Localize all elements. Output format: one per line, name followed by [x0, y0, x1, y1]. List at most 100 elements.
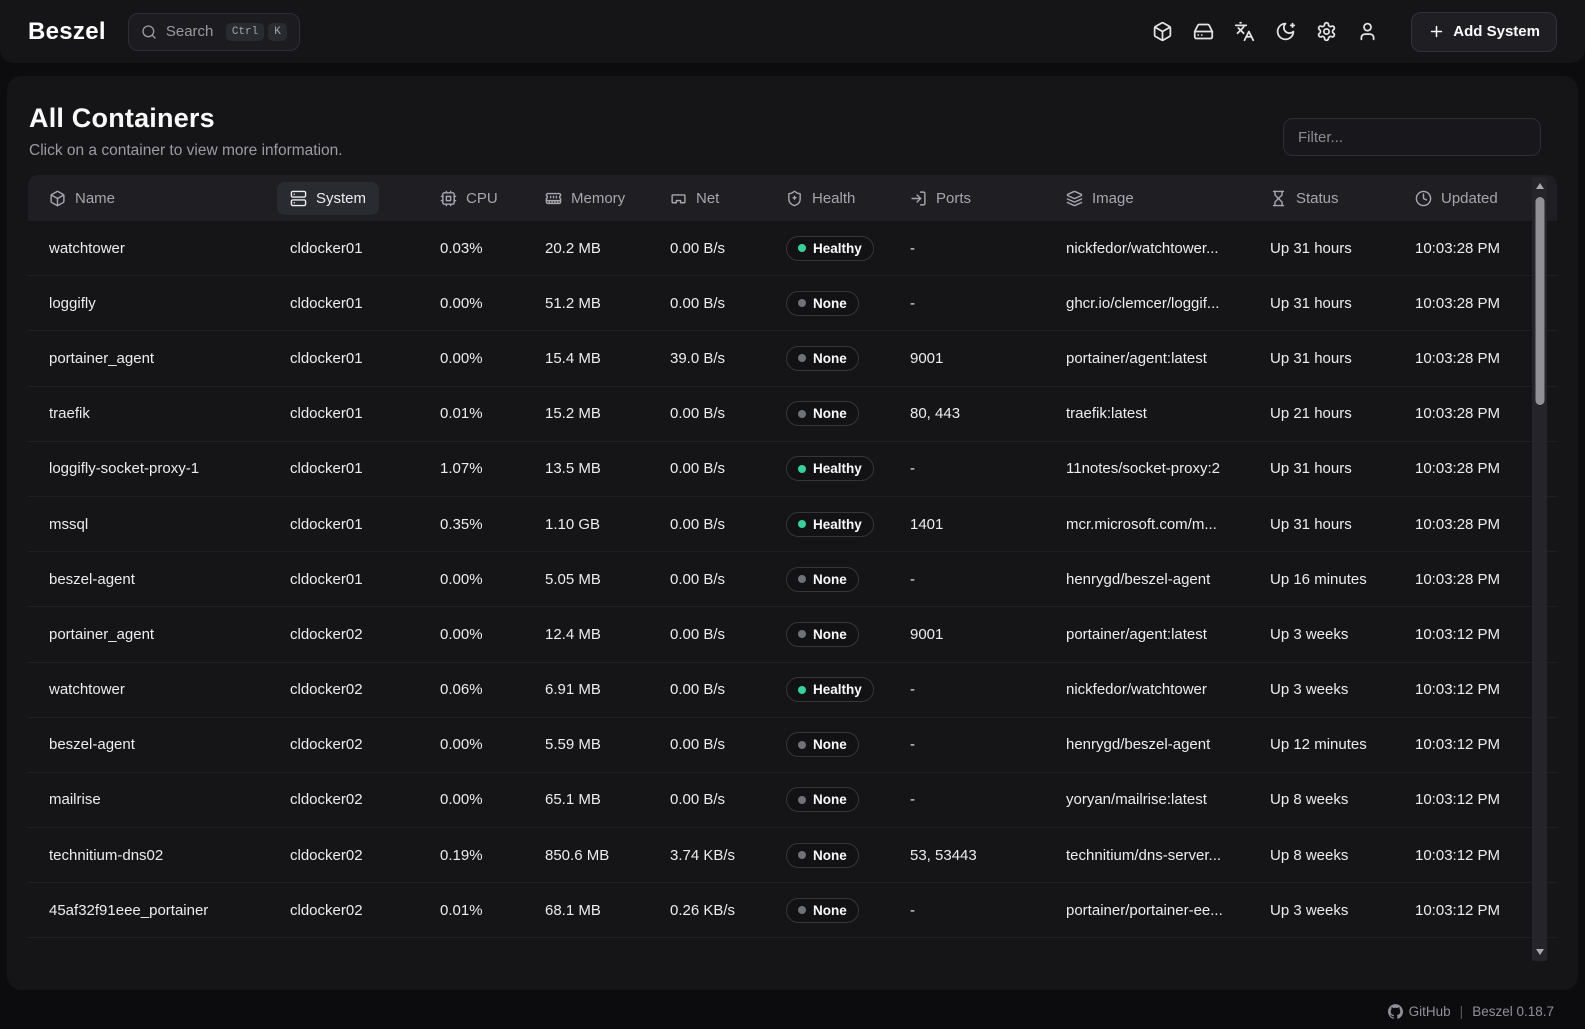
container-row[interactable]: portainer_agent cldocker01 0.00% 15.4 MB 39.… [28, 331, 1557, 387]
container-row[interactable]: mssql cldocker01 0.35% 1.10 GB 0.00 B/s Healt… [28, 497, 1557, 553]
github-icon [1387, 1004, 1403, 1019]
github-link[interactable]: GitHub [1387, 1004, 1451, 1019]
cell-health: None [786, 401, 910, 427]
health-dot-icon [798, 630, 806, 639]
container-row[interactable]: watchtower cldocker02 0.06% 6.91 MB 0.00 B/s… [28, 663, 1557, 718]
health-badge: None [786, 842, 859, 868]
cell-name: 45af32f91eee_portainer [49, 901, 209, 919]
cell-cpu: 0.00% [440, 294, 483, 312]
cell-name: loggifly-socket-proxy-1 [49, 460, 200, 478]
cell-cpu: 0.00% [440, 625, 483, 643]
cell-memory: 5.59 MB [545, 736, 601, 754]
cell-name: watchtower [49, 681, 125, 699]
cell-cpu: 0.01% [440, 901, 483, 919]
container-row[interactable]: beszel-agent cldocker01 0.00% 5.05 MB 0.00 B… [28, 552, 1557, 608]
cell-cpu: 1.07% [440, 460, 483, 478]
cell-name: portainer_agent [49, 625, 155, 643]
cell-cpu: 0.00% [440, 570, 483, 588]
container-row[interactable]: loggifly-socket-proxy-1 cldocker01 1.07% 13… [28, 442, 1557, 497]
cell-system: cldocker02 [290, 846, 363, 864]
column-header-memory[interactable]: Memory [545, 190, 670, 207]
container-row[interactable]: 45af32f91eee_portainer cldocker02 0.01% 68.… [28, 883, 1557, 939]
cell-memory: 13.5 MB [545, 460, 601, 478]
container-row[interactable]: traefik cldocker01 0.01% 15.2 MB 0.00 B/s Non… [28, 387, 1557, 442]
layers-icon [1066, 190, 1083, 207]
cell-image: portainer/agent:latest [1066, 625, 1207, 643]
cell-image: henrygd/beszel-agent [1066, 736, 1211, 754]
settings-icon[interactable] [1315, 20, 1338, 43]
health-dot-icon [798, 354, 806, 363]
cell-ports: - [910, 901, 915, 919]
systems-icon[interactable] [1192, 20, 1215, 43]
cell-status: Up 31 hours [1270, 239, 1352, 257]
cell-net: 0.00 B/s [670, 681, 726, 699]
search-label: Search [165, 23, 214, 40]
containers-table: Name System CPU Memory Net Health Ports Image St… [28, 175, 1557, 964]
container-row[interactable]: beszel-agent cldocker02 0.00% 5.59 MB 0.00 B… [28, 718, 1557, 773]
container-row[interactable]: watchtower cldocker01 0.03% 20.2 MB 0.00 B/s… [28, 221, 1557, 277]
cell-cpu: 0.00% [440, 791, 483, 809]
cell-health: None [786, 842, 910, 868]
scrollbar-up-arrow-icon[interactable] [1535, 183, 1544, 189]
language-icon[interactable] [1233, 20, 1256, 43]
cell-system: cldocker02 [290, 681, 363, 699]
health-dot-icon [798, 520, 806, 529]
cell-image: technitium/dns-server... [1066, 846, 1222, 864]
column-header-status[interactable]: Status [1270, 190, 1415, 207]
containers-icon[interactable] [1151, 20, 1174, 43]
cell-memory: 850.6 MB [545, 846, 610, 864]
app-version: Beszel 0.18.7 [1472, 1004, 1554, 1019]
add-system-button[interactable]: Add System [1411, 11, 1557, 52]
cell-image: 11notes/socket-proxy:2 [1066, 460, 1220, 478]
health-badge: None [786, 290, 859, 316]
memory-icon [545, 190, 562, 207]
cell-cpu: 0.00% [440, 736, 483, 754]
cell-health: None [786, 787, 910, 813]
cell-health: None [786, 290, 910, 316]
clock-icon [1415, 190, 1432, 207]
cell-status: Up 31 hours [1270, 349, 1352, 367]
cell-name: mssql [49, 515, 89, 533]
scrollbar-thumb[interactable] [1535, 197, 1544, 405]
column-header-ports[interactable]: Ports [910, 190, 1066, 207]
scrollbar-down-arrow-icon[interactable] [1535, 949, 1544, 955]
cell-status: Up 3 weeks [1270, 681, 1349, 699]
cell-ports: 1401 [910, 515, 944, 533]
column-header-image[interactable]: Image [1066, 190, 1270, 207]
add-system-label: Add System [1453, 23, 1540, 40]
container-row[interactable]: technitium-dns02 cldocker02 0.19% 850.6 MB 3… [28, 828, 1557, 884]
column-header-name[interactable]: Name [49, 190, 290, 207]
column-header-net[interactable]: Net [670, 190, 786, 207]
table-scrollbar[interactable] [1532, 177, 1547, 961]
column-label: Ports [936, 189, 972, 207]
column-header-system[interactable]: System [277, 181, 440, 215]
navbar-icon-buttons [1151, 20, 1379, 43]
health-badge: None [786, 787, 859, 813]
cell-net: 0.00 B/s [670, 460, 726, 478]
container-row[interactable]: loggifly cldocker01 0.00% 51.2 MB 0.00 B/s No… [28, 276, 1557, 332]
health-badge: Healthy [786, 456, 874, 482]
search-button[interactable]: Search Ctrl K [127, 12, 300, 51]
cell-system: cldocker01 [290, 515, 363, 533]
theme-icon[interactable] [1274, 20, 1297, 43]
cell-system: cldocker01 [290, 294, 363, 312]
app-logo[interactable]: Beszel [28, 17, 106, 45]
cell-ports: 80, 443 [910, 405, 961, 423]
cell-ports: 9001 [910, 625, 944, 643]
health-badge: None [786, 401, 859, 427]
cell-net: 0.00 B/s [670, 570, 726, 588]
container-row[interactable]: mailrise cldocker02 0.00% 65.1 MB 0.00 B/s No… [28, 773, 1557, 829]
container-row[interactable]: portainer_agent cldocker02 0.00% 12.4 MB 0.0… [28, 607, 1557, 663]
filter-input[interactable] [1283, 118, 1541, 156]
cell-health: None [786, 621, 910, 647]
cell-memory: 65.1 MB [545, 791, 601, 809]
column-header-updated[interactable]: Updated [1415, 190, 1557, 207]
user-icon[interactable] [1356, 20, 1379, 43]
container-row-partial[interactable] [28, 938, 1557, 964]
cell-status: Up 21 hours [1270, 405, 1352, 423]
column-header-cpu[interactable]: CPU [440, 190, 545, 207]
health-dot-icon [798, 795, 806, 804]
cell-system: cldocker02 [290, 791, 363, 809]
column-header-health[interactable]: Health [786, 190, 910, 207]
cell-net: 0.00 B/s [670, 239, 726, 257]
